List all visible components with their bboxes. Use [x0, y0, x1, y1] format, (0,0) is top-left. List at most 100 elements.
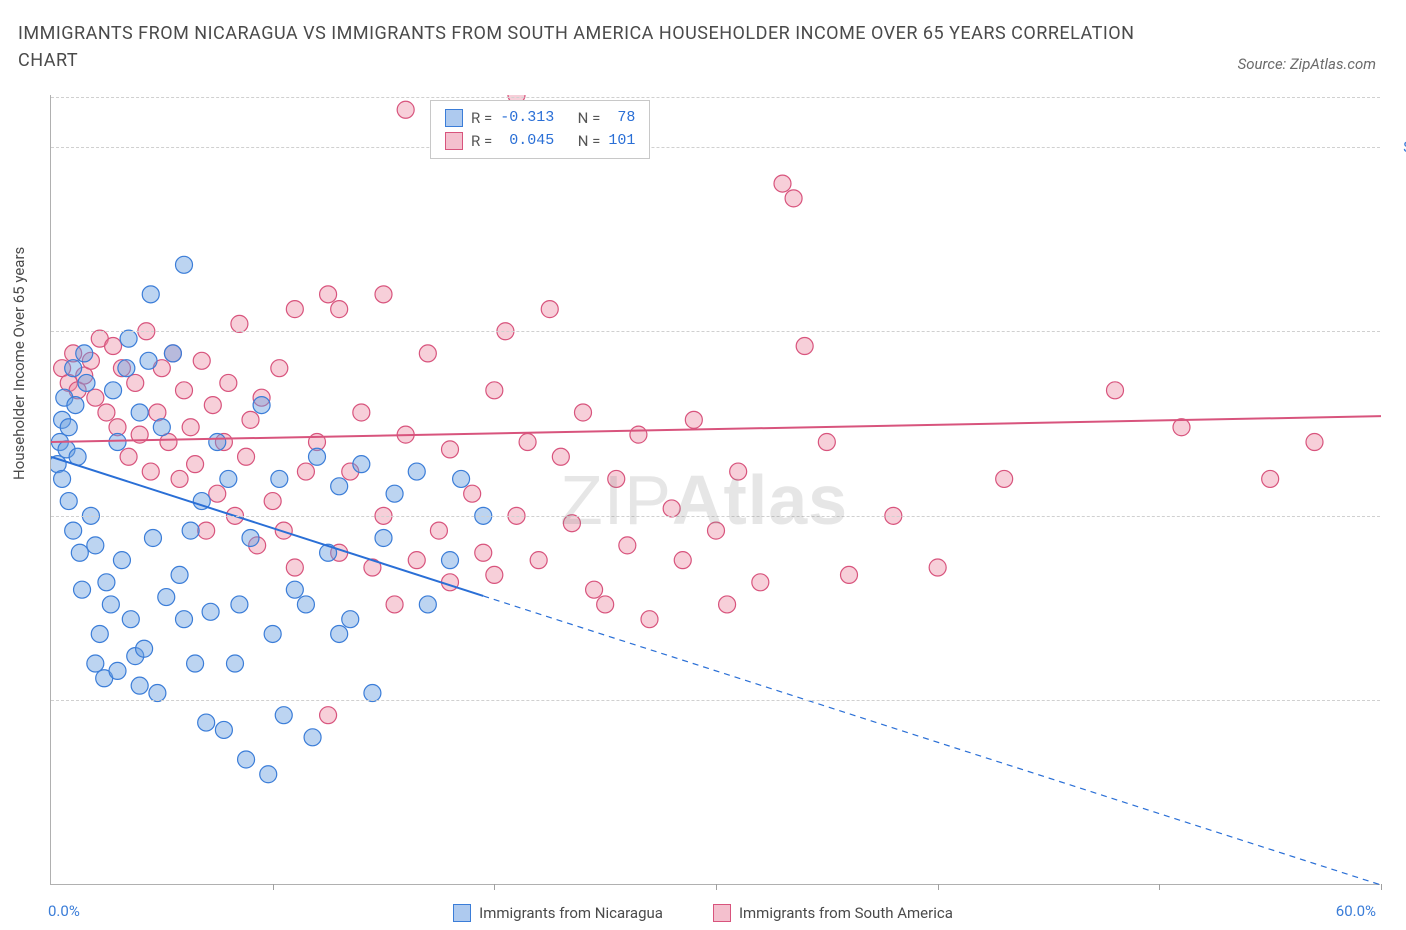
data-point — [475, 544, 492, 561]
data-point — [264, 625, 281, 642]
data-point — [818, 434, 835, 451]
data-point — [619, 537, 636, 554]
data-point — [158, 589, 175, 606]
data-point — [419, 345, 436, 362]
data-point — [238, 448, 255, 465]
data-point — [785, 190, 802, 207]
data-point — [1262, 470, 1279, 487]
x-tick — [716, 884, 717, 890]
data-point — [98, 404, 115, 421]
data-point — [238, 751, 255, 768]
data-point — [331, 478, 348, 495]
legend-row-pink: R = 0.045 N = 101 — [445, 130, 635, 153]
x-tick — [494, 884, 495, 890]
data-point — [176, 611, 193, 628]
data-point — [286, 559, 303, 576]
y-tick-label: $100,000 — [1385, 138, 1406, 156]
data-point — [575, 404, 592, 421]
swatch-blue-icon — [445, 109, 463, 127]
data-point — [102, 596, 119, 613]
data-point — [78, 374, 95, 391]
data-point — [171, 470, 188, 487]
data-point — [286, 301, 303, 318]
data-point — [176, 382, 193, 399]
x-tick-min: 0.0% — [48, 902, 80, 920]
data-point — [375, 286, 392, 303]
data-point — [608, 470, 625, 487]
data-point — [264, 493, 281, 510]
data-point — [164, 345, 181, 362]
data-point — [364, 685, 381, 702]
x-tick — [1159, 884, 1160, 890]
data-point — [430, 522, 447, 539]
data-point — [65, 360, 82, 377]
data-point — [209, 485, 226, 502]
data-point — [730, 463, 747, 480]
data-point — [297, 596, 314, 613]
swatch-blue-icon — [453, 904, 471, 922]
data-point — [231, 596, 248, 613]
data-point — [1306, 434, 1323, 451]
n-label: N = — [578, 130, 601, 153]
swatch-pink-icon — [445, 132, 463, 150]
data-point — [182, 522, 199, 539]
r-value-blue: -0.313 — [500, 107, 554, 130]
data-point — [386, 485, 403, 502]
data-point — [54, 470, 71, 487]
trend-line-extrapolated — [483, 596, 1381, 885]
data-point — [271, 360, 288, 377]
legend-row-blue: R = -0.313 N = 78 — [445, 107, 635, 130]
x-tick-max: 60.0% — [1336, 902, 1376, 920]
gridline-h — [51, 147, 1380, 148]
data-point — [353, 404, 370, 421]
data-point — [98, 574, 115, 591]
n-label: N = — [578, 107, 601, 130]
chart-plot-area: $25,000$50,000$75,000$100,000 — [50, 95, 1380, 885]
source-prefix: Source: — [1238, 55, 1290, 73]
data-point — [1107, 382, 1124, 399]
data-point — [242, 529, 259, 546]
data-point — [320, 286, 337, 303]
data-point — [929, 559, 946, 576]
data-point — [464, 485, 481, 502]
data-point — [87, 537, 104, 554]
data-point — [215, 721, 232, 738]
series-legend: Immigrants from Nicaragua Immigrants fro… — [0, 904, 1406, 922]
data-point — [220, 470, 237, 487]
data-point — [442, 552, 459, 569]
legend-item-nicaragua: Immigrants from Nicaragua — [453, 904, 663, 922]
data-point — [286, 581, 303, 598]
data-point — [719, 596, 736, 613]
data-point — [419, 596, 436, 613]
data-point — [996, 470, 1013, 487]
data-point — [442, 441, 459, 458]
data-point — [105, 338, 122, 355]
data-point — [331, 625, 348, 642]
data-point — [586, 581, 603, 598]
data-point — [87, 389, 104, 406]
data-point — [552, 448, 569, 465]
data-point — [271, 470, 288, 487]
data-point — [597, 596, 614, 613]
data-point — [408, 552, 425, 569]
gridline-h — [51, 700, 1380, 701]
r-value-pink: 0.045 — [500, 130, 554, 153]
data-point — [120, 448, 137, 465]
data-point — [142, 286, 159, 303]
correlation-legend: R = -0.313 N = 78 R = 0.045 N = 101 — [430, 100, 650, 159]
data-point — [140, 352, 157, 369]
data-point — [113, 552, 130, 569]
legend-label-nicaragua: Immigrants from Nicaragua — [479, 904, 663, 922]
data-point — [304, 729, 321, 746]
r-label: R = — [471, 107, 492, 130]
gridline-h — [51, 331, 1380, 332]
x-tick — [938, 884, 939, 890]
data-point — [375, 529, 392, 546]
data-point — [275, 707, 292, 724]
data-point — [674, 552, 691, 569]
y-tick-label: $25,000 — [1385, 691, 1406, 709]
data-point — [122, 611, 139, 628]
data-point — [187, 655, 204, 672]
data-point — [231, 315, 248, 332]
data-point — [182, 419, 199, 436]
